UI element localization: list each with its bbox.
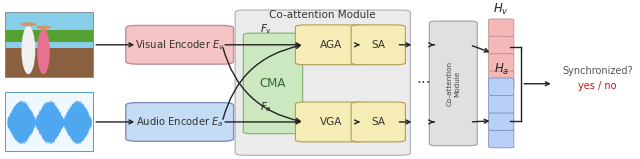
FancyBboxPatch shape — [488, 19, 514, 37]
FancyBboxPatch shape — [488, 71, 514, 89]
Text: Visual Encoder $E_v$: Visual Encoder $E_v$ — [135, 38, 225, 52]
FancyBboxPatch shape — [488, 54, 514, 71]
Text: $H_a$: $H_a$ — [493, 62, 509, 77]
Text: $H_v$: $H_v$ — [493, 2, 509, 17]
Bar — [5, 12, 93, 77]
FancyBboxPatch shape — [488, 36, 514, 54]
Text: $F_a$: $F_a$ — [260, 100, 273, 114]
Text: SA: SA — [371, 117, 385, 127]
FancyBboxPatch shape — [243, 33, 303, 134]
Text: ···: ··· — [417, 76, 431, 91]
Bar — [5, 12, 93, 48]
Text: CMA: CMA — [260, 77, 286, 90]
Text: Co-attention Module: Co-attention Module — [269, 10, 376, 20]
Ellipse shape — [37, 29, 50, 74]
FancyBboxPatch shape — [235, 10, 410, 155]
Bar — [5, 30, 93, 41]
Text: Co-attention
Module: Co-attention Module — [447, 61, 460, 106]
FancyBboxPatch shape — [351, 102, 405, 142]
Text: Audio Encoder $E_a$: Audio Encoder $E_a$ — [136, 115, 223, 129]
FancyBboxPatch shape — [296, 102, 367, 142]
FancyBboxPatch shape — [126, 25, 234, 64]
Ellipse shape — [21, 26, 35, 74]
FancyBboxPatch shape — [296, 25, 367, 65]
FancyBboxPatch shape — [488, 113, 514, 130]
Bar — [5, 92, 93, 151]
FancyBboxPatch shape — [488, 130, 514, 148]
FancyBboxPatch shape — [488, 78, 514, 96]
Text: VGA: VGA — [320, 117, 342, 127]
Bar — [10, 12, 93, 77]
Circle shape — [20, 22, 36, 26]
Text: AGA: AGA — [320, 40, 342, 50]
Text: Synchronized?: Synchronized? — [563, 66, 633, 76]
FancyBboxPatch shape — [429, 21, 477, 146]
FancyBboxPatch shape — [488, 95, 514, 113]
Bar — [15, 12, 93, 76]
Circle shape — [36, 25, 51, 29]
Bar — [5, 48, 93, 77]
FancyBboxPatch shape — [351, 25, 405, 65]
Bar — [5, 12, 93, 77]
FancyBboxPatch shape — [126, 103, 234, 141]
Text: SA: SA — [371, 40, 385, 50]
Text: yes / no: yes / no — [579, 81, 617, 91]
Text: $F_v$: $F_v$ — [260, 23, 273, 37]
